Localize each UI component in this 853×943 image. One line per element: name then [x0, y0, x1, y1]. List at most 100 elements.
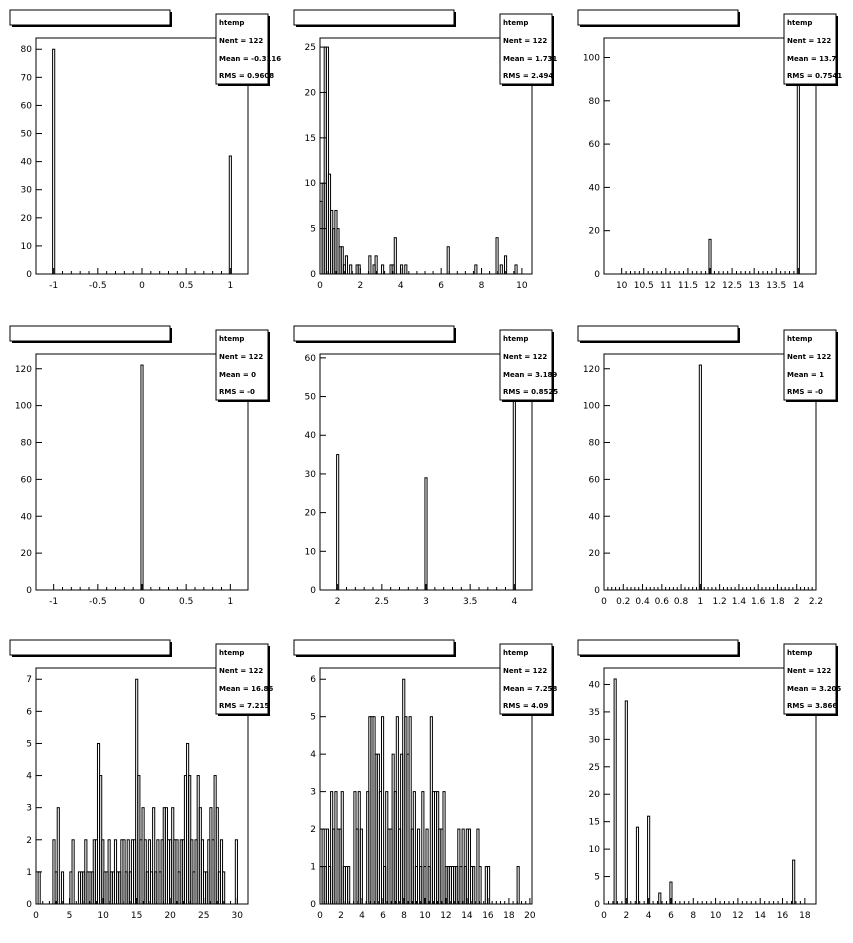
- x-tick-label: 0.2: [616, 597, 630, 607]
- y-tick-label: 40: [21, 158, 33, 168]
- y-tick-label: 60: [21, 101, 33, 111]
- stats-name: htemp: [219, 649, 244, 657]
- x-tick-label: 2.5: [375, 597, 389, 607]
- y-tick-label: 6: [26, 707, 32, 717]
- stats-box: [215, 13, 269, 85]
- histogram-bin: [647, 815, 651, 905]
- y-tick-label: 10: [589, 845, 601, 855]
- histogram-bin: [516, 866, 520, 905]
- histogram-bin: [344, 255, 349, 275]
- histogram-panel: 0 5 10 15 20 25 30 0 1 2 3 4 5 6 7 htemp Nent = 122 Mean …: [9, 639, 273, 921]
- x-tick-label: -0.5: [89, 597, 107, 607]
- stats-entries: Nent = 122: [787, 37, 831, 45]
- stats-name: htemp: [219, 335, 244, 343]
- stats-rms: RMS = 4.09: [503, 702, 549, 710]
- y-tick-label: 0: [26, 270, 32, 280]
- histogram-bin: [424, 477, 428, 591]
- y-tick-label: 2: [26, 836, 32, 846]
- histogram-bin: [478, 866, 482, 905]
- histogram-panel: -1 -0.5 0 0.5 1 0 20 40 60 80 100 120 htemp Nent = 12…: [9, 325, 270, 607]
- stats-entries: Nent = 122: [219, 37, 263, 45]
- y-tick-label: 25: [589, 763, 600, 773]
- y-tick-label: 4: [26, 772, 32, 782]
- x-tick-label: 1.2: [712, 597, 726, 607]
- x-tick-label: 18: [503, 911, 515, 921]
- x-tick-label: 8: [479, 281, 485, 291]
- stats-box: [215, 329, 269, 401]
- y-tick-label: 0: [594, 270, 600, 280]
- x-tick-label: 4: [398, 281, 404, 291]
- x-tick-label: 1.4: [732, 597, 747, 607]
- x-tick-label: 6: [438, 281, 444, 291]
- histogram-bin: [381, 264, 385, 275]
- x-tick-label: 13: [748, 281, 759, 291]
- x-tick-label: 1: [227, 597, 233, 607]
- y-tick-label: 100: [15, 402, 32, 412]
- y-tick-label: 20: [21, 214, 33, 224]
- y-tick-label: 40: [305, 431, 317, 441]
- y-tick-label: 30: [21, 186, 33, 196]
- histogram-bin: [340, 246, 344, 275]
- y-tick-label: 120: [15, 365, 32, 375]
- x-tick-label: 0.6: [655, 597, 670, 607]
- title-pad: [9, 639, 171, 656]
- y-tick-label: 50: [21, 130, 33, 140]
- y-tick-label: 1: [310, 863, 316, 873]
- histogram-bin: [792, 859, 796, 905]
- histogram-bin: [336, 454, 340, 591]
- x-tick-label: 14: [461, 911, 473, 921]
- y-tick-label: 10: [305, 179, 317, 189]
- stats-name: htemp: [503, 19, 528, 27]
- histogram-bin: [60, 871, 65, 905]
- histogram-bin: [412, 791, 416, 905]
- x-tick-label: 12.5: [722, 281, 742, 291]
- x-tick-label: 0: [601, 911, 607, 921]
- x-tick-label: 3.5: [463, 597, 477, 607]
- title-pad: [577, 639, 739, 656]
- x-tick-label: -0.5: [89, 281, 107, 291]
- histogram-bin: [347, 866, 351, 905]
- y-tick-label: 30: [589, 735, 601, 745]
- y-tick-label: 80: [589, 97, 601, 107]
- stats-mean: Mean = -0.3116: [219, 55, 281, 63]
- y-tick-label: 4: [310, 750, 316, 760]
- x-tick-label: 0: [317, 911, 323, 921]
- histogram-bin: [472, 866, 476, 905]
- x-tick-label: 4: [359, 911, 365, 921]
- histogram-bin: [514, 264, 518, 275]
- stats-entries: Nent = 122: [219, 667, 263, 675]
- x-tick-label: 16: [482, 911, 494, 921]
- histogram-bin: [474, 264, 478, 275]
- histogram-bin: [421, 791, 425, 905]
- stats-mean: Mean = 1: [787, 371, 824, 379]
- title-pad: [577, 9, 739, 26]
- y-tick-label: 0: [26, 900, 32, 910]
- stats-name: htemp: [503, 335, 528, 343]
- y-tick-label: 20: [21, 549, 33, 559]
- x-tick-label: 2.2: [809, 597, 823, 607]
- histogram-bin: [325, 46, 330, 275]
- x-tick-label: 30: [232, 911, 244, 921]
- title-pad: [577, 325, 739, 342]
- x-tick-label: 10: [616, 281, 628, 291]
- y-tick-label: 25: [305, 43, 316, 53]
- histogram-bin: [635, 826, 640, 905]
- y-tick-label: 120: [583, 365, 600, 375]
- histogram-bin: [395, 716, 399, 905]
- histogram-bin: [52, 48, 56, 275]
- stats-rms: RMS = -0: [219, 388, 255, 396]
- histogram-bin: [698, 364, 702, 591]
- histogram-bin: [56, 807, 60, 905]
- x-tick-label: 1.6: [751, 597, 766, 607]
- y-tick-label: 20: [589, 227, 601, 237]
- x-tick-label: 14: [754, 911, 766, 921]
- x-tick-label: 20: [524, 911, 536, 921]
- histogram-bin: [393, 237, 397, 275]
- stats-entries: Nent = 122: [503, 667, 547, 675]
- plot-frame: [603, 667, 817, 905]
- x-tick-label: 5: [67, 911, 73, 921]
- y-tick-label: 5: [594, 873, 600, 883]
- stats-rms: RMS = 3.866: [787, 702, 837, 710]
